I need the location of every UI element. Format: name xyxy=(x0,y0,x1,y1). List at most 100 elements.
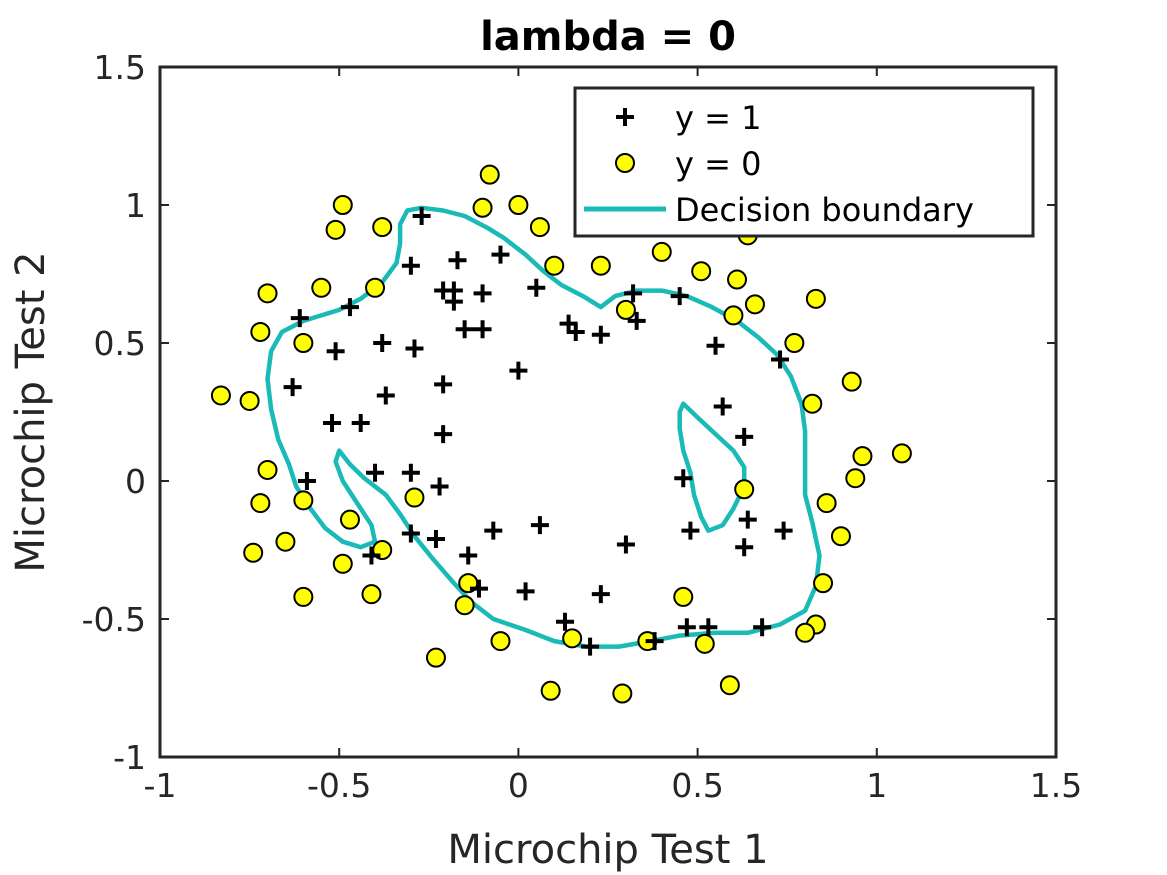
legend-label-negative: y = 0 xyxy=(675,145,761,183)
positive-point-marker xyxy=(362,546,381,565)
positive-point-marker xyxy=(738,510,757,529)
positive-point-marker xyxy=(753,618,772,637)
negative-point-marker xyxy=(744,294,765,315)
negative-point-marker xyxy=(562,628,583,649)
negative-point-marker xyxy=(250,321,271,342)
positive-point-marker xyxy=(645,632,664,651)
positive-point-marker xyxy=(516,582,535,601)
negative-point-marker xyxy=(816,493,837,514)
axis-ticks: -1 -0.5 0 0.5 1 1.5 -1 -0.5 0 0.5 1 1.5 xyxy=(82,48,1083,805)
y-tick-label: -0.5 xyxy=(82,600,146,639)
negative-point-marker xyxy=(723,305,744,326)
negative-point-marker xyxy=(719,675,740,696)
legend-plus-icon xyxy=(616,108,634,126)
positive-point-marker xyxy=(401,256,420,275)
negative-point-marker xyxy=(210,385,231,406)
negative-point-marker xyxy=(727,269,748,290)
legend-circle-icon xyxy=(615,153,635,173)
decision-boundary-curve xyxy=(265,205,822,649)
negative-point-marker xyxy=(802,393,823,414)
negative-point-marker xyxy=(425,647,446,668)
negative-point-marker xyxy=(293,333,314,353)
positive-point-marker xyxy=(591,325,610,344)
positive-point-marker xyxy=(627,311,646,330)
negative-point-marker xyxy=(332,195,353,215)
positive-point-marker xyxy=(459,546,478,565)
negative-point-marker xyxy=(243,542,264,563)
negative-point-marker xyxy=(250,493,271,514)
decision-boundary-layer xyxy=(265,205,822,649)
y-tick-label: 0.5 xyxy=(94,324,146,363)
legend-label-positive: y = 1 xyxy=(675,99,761,137)
positive-point-marker xyxy=(771,350,790,369)
legend-label-boundary: Decision boundary xyxy=(675,191,974,229)
negative-point-marker xyxy=(845,468,866,489)
negative-point-marker xyxy=(311,277,332,298)
negative-point-marker xyxy=(651,241,672,262)
positive-point-marker xyxy=(430,477,449,496)
positive-point-marker xyxy=(774,521,793,540)
positive-point-marker xyxy=(473,320,492,339)
x-tick-label: -1 xyxy=(144,766,177,805)
positive-point-marker xyxy=(412,207,431,226)
x-tick-label: 1 xyxy=(866,766,887,805)
x-tick-label: -0.5 xyxy=(307,766,371,805)
negative-point-marker xyxy=(691,261,712,282)
negative-points-layer xyxy=(210,164,912,704)
positive-point-marker xyxy=(530,516,549,535)
negative-point-marker xyxy=(615,299,636,320)
negative-point-marker xyxy=(805,288,826,309)
x-tick-label: 1.5 xyxy=(1030,766,1082,805)
negative-point-marker xyxy=(257,283,278,304)
positive-point-marker xyxy=(434,425,453,444)
negative-point-marker xyxy=(490,631,511,652)
positive-point-marker xyxy=(401,463,420,482)
negative-point-marker xyxy=(734,479,755,500)
negative-point-marker xyxy=(325,219,346,240)
decision-boundary-curve xyxy=(677,401,747,533)
negative-point-marker xyxy=(544,255,565,276)
positive-point-marker xyxy=(455,320,474,339)
positive-points-layer xyxy=(283,207,793,656)
positive-point-marker xyxy=(624,284,643,303)
positive-point-marker xyxy=(448,251,467,270)
positive-point-marker xyxy=(469,579,488,598)
positive-point-marker xyxy=(373,334,392,352)
x-tick-label: 0 xyxy=(508,766,529,805)
y-axis-label: Microchip Test 2 xyxy=(8,251,54,572)
negative-point-marker xyxy=(830,526,851,547)
positive-point-marker xyxy=(376,386,395,405)
negative-point-marker xyxy=(795,622,816,643)
positive-point-marker xyxy=(290,309,309,328)
positive-point-marker xyxy=(283,378,302,397)
positive-point-marker xyxy=(297,472,316,490)
negative-point-marker xyxy=(361,584,382,605)
legend: y = 1 y = 0 Decision boundary xyxy=(573,86,1035,238)
negative-point-marker xyxy=(293,490,314,511)
positive-point-marker xyxy=(484,521,503,540)
positive-point-marker xyxy=(351,414,370,433)
positive-point-marker xyxy=(509,361,528,380)
positive-point-marker xyxy=(434,375,453,394)
negative-point-marker xyxy=(275,531,296,552)
negative-point-marker xyxy=(372,217,393,238)
x-tick-label: 0.5 xyxy=(671,766,723,805)
positive-point-marker xyxy=(735,538,754,557)
negative-point-marker xyxy=(673,586,694,607)
negative-point-marker xyxy=(694,633,715,654)
negative-point-marker xyxy=(813,573,834,594)
positive-point-marker xyxy=(735,427,754,446)
negative-point-marker xyxy=(332,553,353,574)
positive-point-marker xyxy=(405,339,424,358)
negative-point-marker xyxy=(540,680,561,701)
negative-point-marker xyxy=(891,443,912,464)
positive-point-marker xyxy=(444,292,463,311)
y-tick-label: 1 xyxy=(125,186,146,225)
negative-point-marker xyxy=(590,255,611,276)
positive-point-marker xyxy=(323,414,342,433)
positive-point-marker xyxy=(340,298,359,317)
negative-point-marker xyxy=(852,446,873,467)
positive-point-marker xyxy=(706,336,725,355)
plot-frame xyxy=(158,65,1058,759)
positive-point-marker xyxy=(677,618,696,637)
